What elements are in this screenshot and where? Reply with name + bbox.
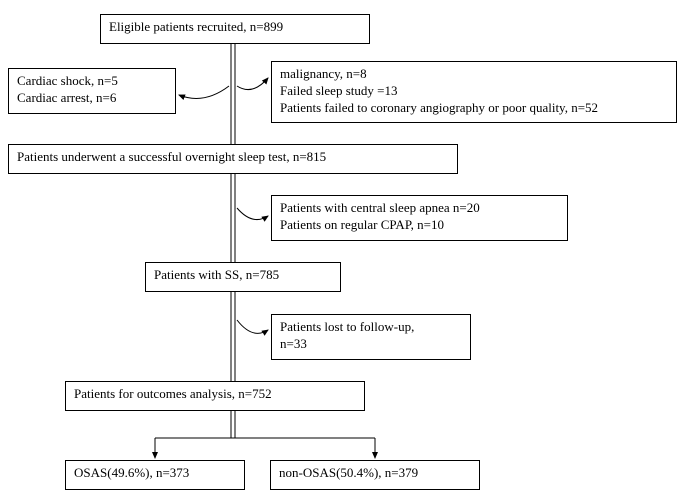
box-outcomes-line1: Patients for outcomes analysis, n=752 [74,386,356,403]
box-lostfollowup-line2: n=33 [280,336,462,353]
box-shock-arrest: Cardiac shock, n=5 Cardiac arrest, n=6 [8,68,176,114]
box-withss-line1: Patients with SS, n=785 [154,267,332,284]
box-shock-arrest-line2: Cardiac arrest, n=6 [17,90,167,107]
box-eligible-line1: Eligible patients recruited, n=899 [109,19,361,36]
box-malignancy-line1: malignancy, n=8 [280,66,668,83]
box-osas: OSAS(49.6%), n=373 [65,460,245,490]
box-osas-line1: OSAS(49.6%), n=373 [74,465,236,482]
box-centralapnea-line2: Patients on regular CPAP, n=10 [280,217,559,234]
box-sleeptest: Patients underwent a successful overnigh… [8,144,458,174]
box-shock-arrest-line1: Cardiac shock, n=5 [17,73,167,90]
box-nonosas: non-OSAS(50.4%), n=379 [270,460,480,490]
box-malignancy: malignancy, n=8 Failed sleep study =13 P… [271,61,677,123]
box-centralapnea-line1: Patients with central sleep apnea n=20 [280,200,559,217]
box-lostfollowup-line1: Patients lost to follow-up, [280,319,462,336]
box-lostfollowup: Patients lost to follow-up, n=33 [271,314,471,360]
box-malignancy-line3: Patients failed to coronary angiography … [280,100,668,117]
box-centralapnea: Patients with central sleep apnea n=20 P… [271,195,568,241]
box-sleeptest-line1: Patients underwent a successful overnigh… [17,149,449,166]
box-malignancy-line2: Failed sleep study =13 [280,83,668,100]
box-nonosas-line1: non-OSAS(50.4%), n=379 [279,465,471,482]
box-outcomes: Patients for outcomes analysis, n=752 [65,381,365,411]
box-withss: Patients with SS, n=785 [145,262,341,292]
box-eligible: Eligible patients recruited, n=899 [100,14,370,44]
